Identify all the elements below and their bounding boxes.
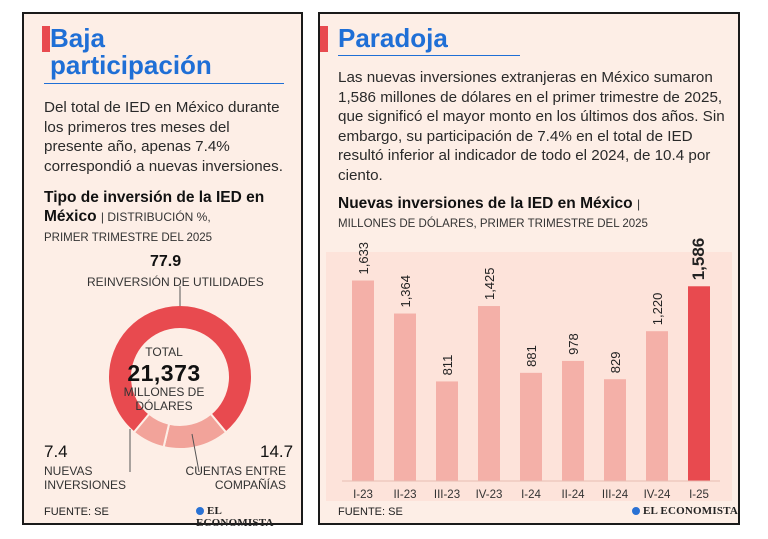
right-intro: Las nuevas inversiones extranjeras en Mé… — [338, 69, 725, 184]
bar-chart-subtitle: MILLONES DE DÓLARES, PRIMER TRIMESTRE DE… — [338, 218, 648, 230]
x-tick-label-IV-23: IV-23 — [476, 489, 503, 501]
category-label-nuevas: NUEVAS INVERSIONES — [44, 464, 127, 492]
right-source: FUENTE: SE — [338, 506, 403, 518]
x-tick-label-I-24: I-24 — [521, 489, 541, 501]
donut-chart-title-text: Tipo de inversión de la IED en México — [44, 189, 265, 225]
data-label-III-23: 811 — [440, 355, 455, 376]
x-tick-label-I-25: I-25 — [689, 489, 709, 501]
x-tick-label-I-23: I-23 — [353, 489, 373, 501]
data-label-I-23: 1,633 — [356, 242, 371, 275]
slice-nuevas — [132, 412, 171, 449]
left-source: FUENTE: SE — [44, 506, 109, 518]
bar-III-23 — [436, 381, 458, 481]
data-label-IV-24: 1,220 — [650, 293, 665, 326]
right-heading: Paradoja — [338, 23, 448, 53]
donut-center-label-bottom2: DÓLARES — [135, 399, 193, 413]
bar-chart-title-text: Nuevas inversiones de la IED en México — [338, 195, 633, 212]
left-logo: EL ECONOMISTA — [196, 505, 301, 529]
donut-center-label-bottom1: MILLONES DE — [123, 385, 205, 399]
x-tick-label-III-24: III-24 — [602, 489, 629, 501]
donut-chart-subtitle-a: | DISTRIBUCIÓN %, — [100, 210, 211, 224]
bar-I-25 — [688, 286, 710, 481]
logo-mark-icon-right — [632, 507, 640, 515]
bar-II-23 — [394, 313, 416, 481]
bar-III-24 — [604, 379, 626, 481]
leader-nuevas — [129, 429, 131, 472]
category-label-cuentas: CUENTAS ENTRE COMPAÑÍAS — [185, 464, 286, 492]
x-tick-label-III-23: III-23 — [434, 489, 460, 501]
bar-II-24 — [562, 360, 584, 481]
left-heading-line1: Baja — [50, 23, 105, 53]
left-intro: Del total de IED en México durante los p… — [44, 99, 283, 175]
value-label-nuevas: 7.4 — [44, 442, 68, 461]
right-panel: Paradoja Las nuevas inversiones extranje… — [318, 12, 740, 525]
left-heading-line2: participación — [50, 50, 212, 80]
heading-rule — [44, 83, 284, 84]
heading-accent-right — [320, 26, 328, 52]
bar-I-24 — [520, 372, 542, 481]
donut-chart-title: Tipo de inversión de la IED en México | … — [44, 188, 294, 227]
slice-reinversion — [107, 304, 253, 434]
x-tick-label-IV-24: IV-24 — [644, 489, 671, 501]
bar-I-23 — [352, 280, 374, 481]
left-heading: Baja participación — [50, 25, 212, 79]
donut-center-value: 21,373 — [127, 360, 201, 386]
logo-mark-icon — [196, 507, 204, 515]
donut-hole — [133, 330, 227, 424]
x-tick-label-II-24: II-24 — [561, 489, 585, 501]
right-logo: EL ECONOMISTA — [632, 505, 738, 517]
value-label-reinversion: 77.9 — [150, 253, 182, 270]
bar-chart-title-sep: | — [636, 197, 641, 211]
data-label-III-24: 829 — [608, 352, 623, 374]
donut-chart — [107, 286, 253, 472]
heading-rule-right — [338, 55, 520, 56]
data-label-I-24: 881 — [524, 345, 539, 367]
data-label-II-24: 978 — [566, 333, 581, 355]
bar-IV-23 — [478, 306, 500, 481]
left-logo-text: EL ECONOMISTA — [196, 505, 274, 529]
data-label-I-25: 1,586 — [689, 238, 708, 281]
bar-IV-24 — [646, 331, 668, 481]
right-logo-text: EL ECONOMISTA — [643, 505, 738, 517]
donut-center-label-top: TOTAL — [145, 345, 183, 359]
leader-cuentas — [191, 433, 200, 472]
category-label-reinversion: REINVERSIÓN DE UTILIDADES — [87, 275, 264, 289]
left-panel: Baja participación Del total de IED en M… — [22, 12, 303, 529]
data-label-IV-23: 1,425 — [482, 267, 497, 300]
data-label-II-23: 1,364 — [398, 275, 413, 308]
value-label-cuentas: 14.7 — [260, 442, 294, 461]
bar-chart-title: Nuevas inversiones de la IED en México | — [338, 194, 738, 214]
x-tick-label-II-23: II-23 — [393, 489, 416, 501]
heading-accent — [42, 26, 50, 52]
bar-chart: 1,633 I-23 1,364 II-23 811 III-23 1,425 IV-23 88… — [326, 238, 732, 501]
donut-chart-subtitle-b: PRIMER TRIMESTRE DEL 2025 — [44, 232, 213, 244]
